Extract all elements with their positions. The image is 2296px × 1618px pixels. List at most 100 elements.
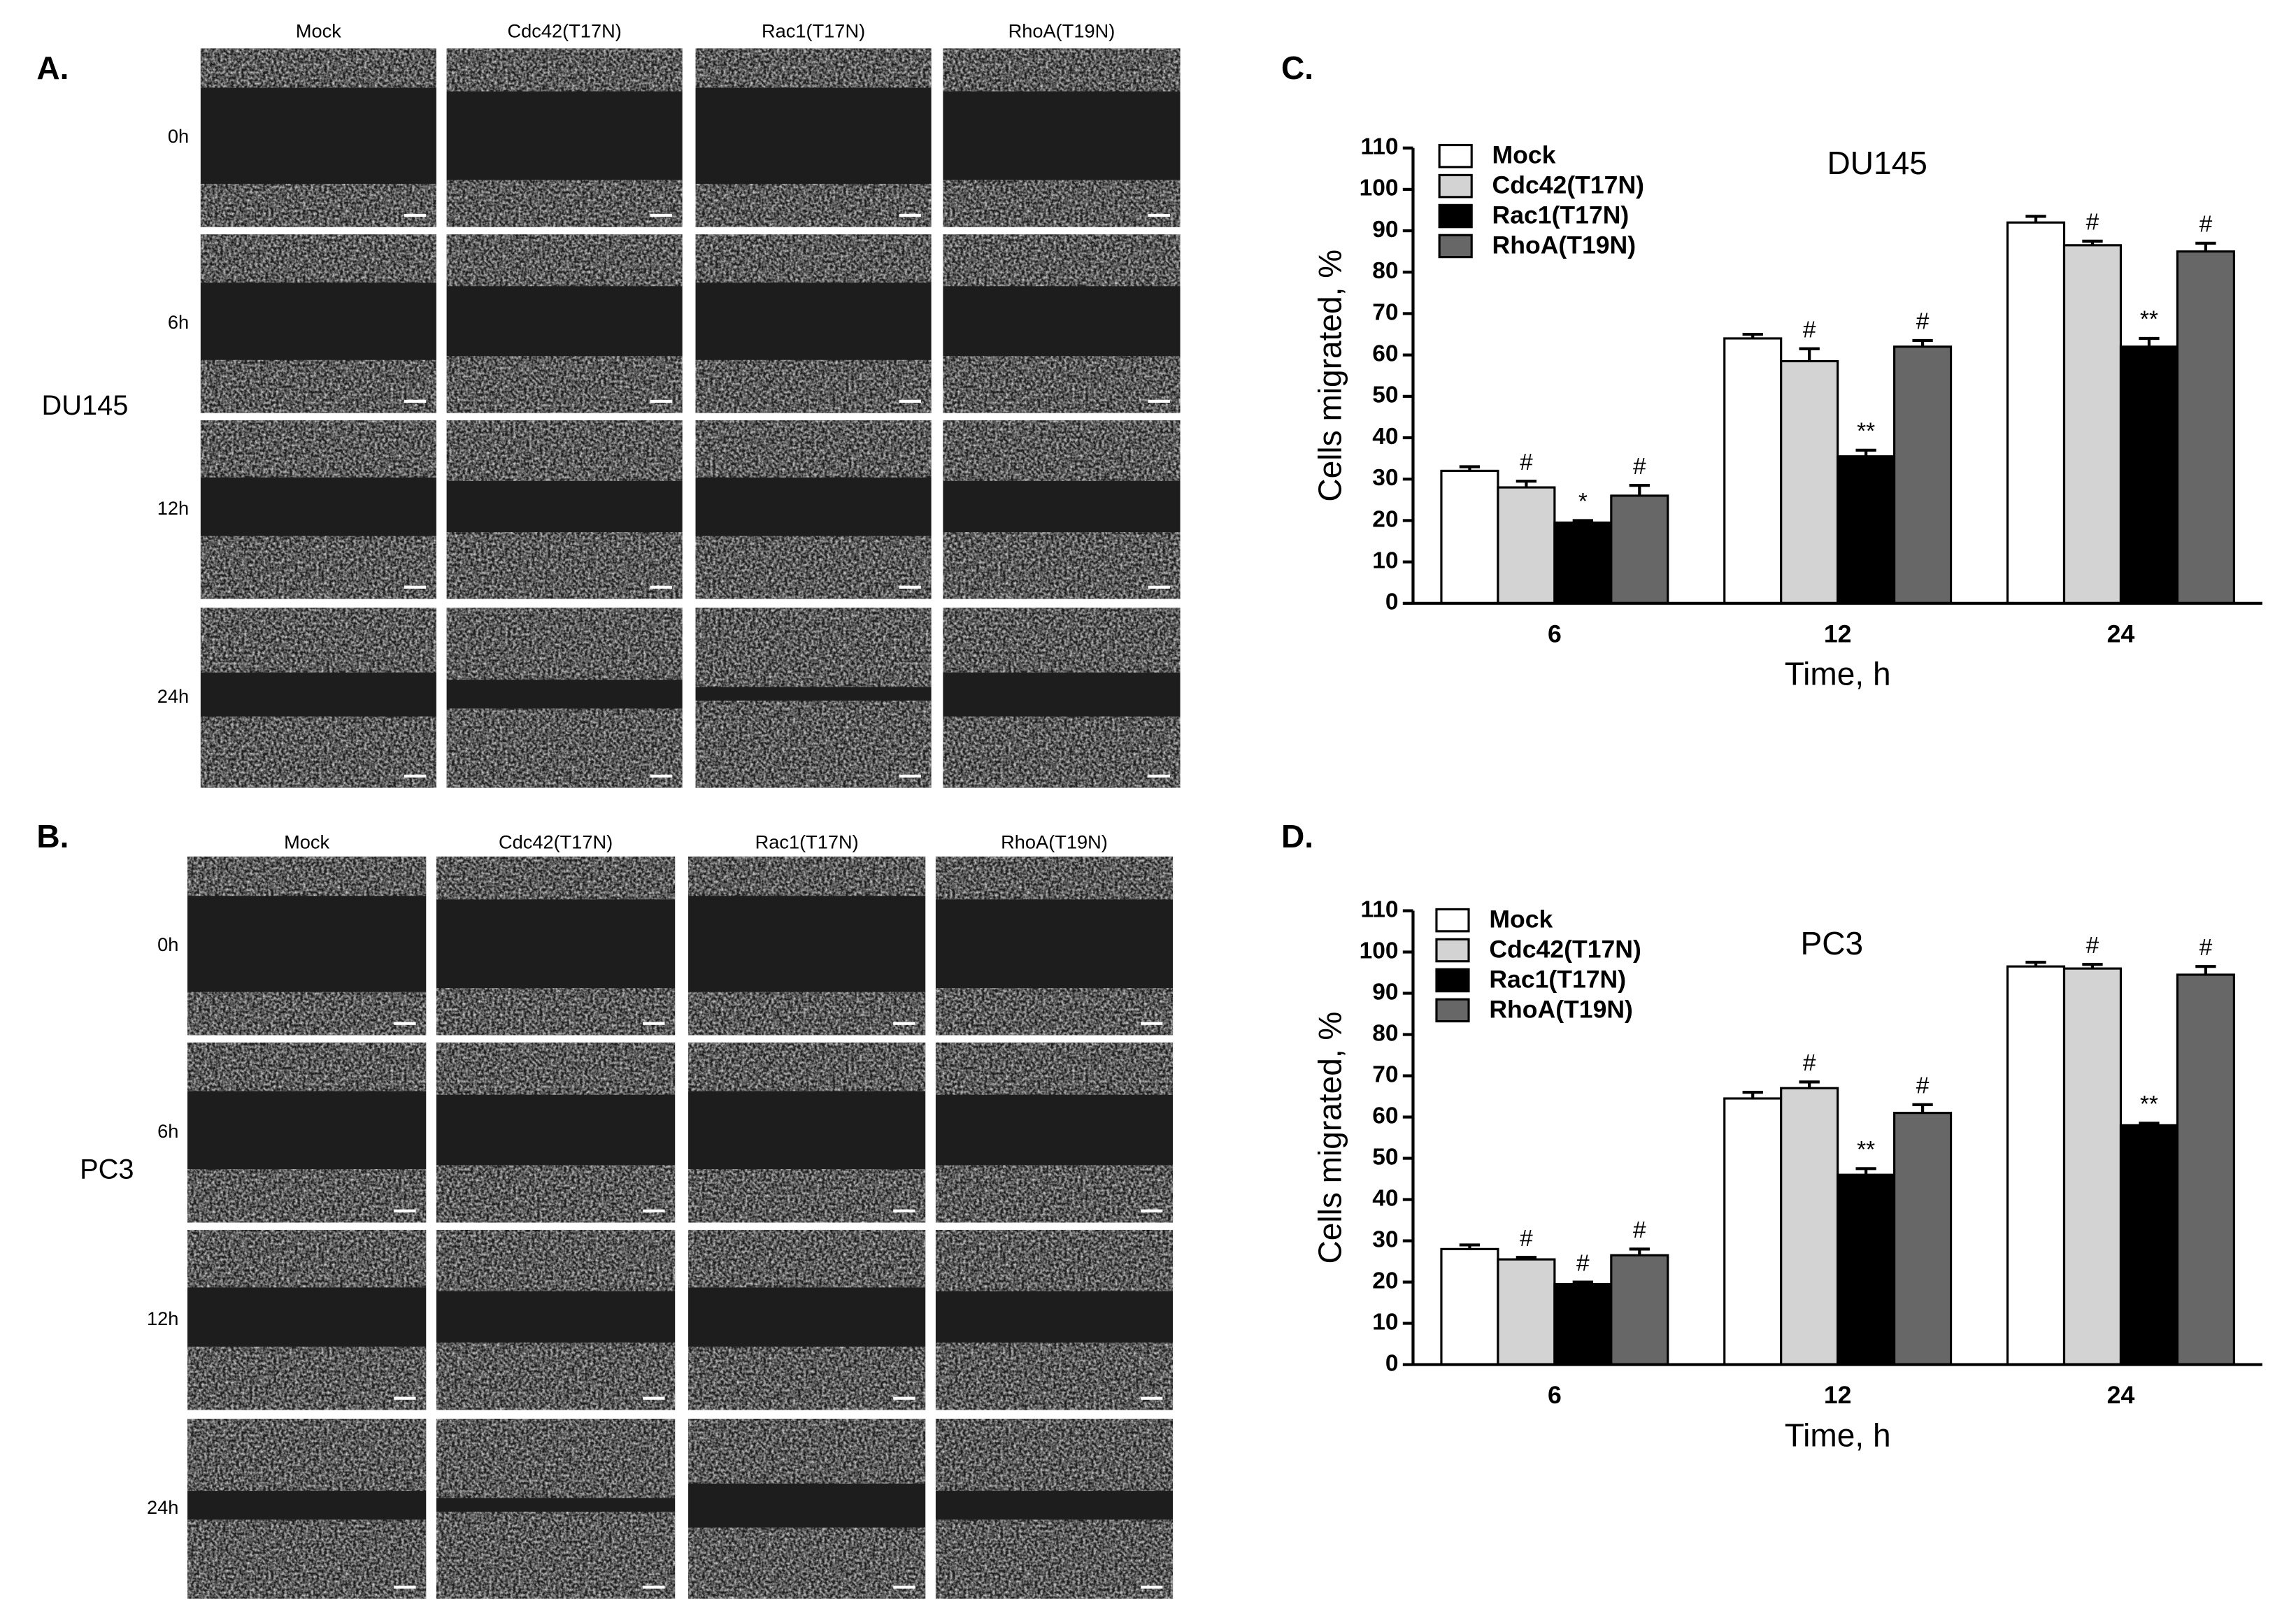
scale-bar bbox=[899, 585, 921, 589]
scale-bar bbox=[1148, 399, 1170, 403]
cell-layer bbox=[943, 356, 1181, 413]
error-bar bbox=[1912, 1103, 1933, 1113]
cell-layer bbox=[187, 1229, 427, 1288]
y-tick-label: 110 bbox=[1360, 896, 1398, 922]
cell-layer bbox=[935, 857, 1174, 900]
cell-layer bbox=[446, 532, 683, 599]
micrograph bbox=[436, 1042, 676, 1223]
row-label: 24h bbox=[147, 1496, 178, 1518]
micrograph bbox=[187, 1419, 427, 1599]
micrograph bbox=[688, 857, 926, 1036]
micrograph bbox=[935, 857, 1174, 1036]
error-bar bbox=[1572, 1280, 1593, 1284]
cell-layer bbox=[943, 48, 1181, 92]
column-header: Mock bbox=[296, 20, 341, 41]
bar bbox=[1610, 1254, 1669, 1366]
cell-layer bbox=[446, 48, 683, 92]
cell-layer bbox=[688, 857, 926, 896]
cell-layer bbox=[695, 234, 932, 283]
cell-layer bbox=[935, 1165, 1174, 1223]
cell-layer bbox=[446, 708, 683, 788]
column-header: Mock bbox=[284, 831, 329, 852]
y-tick-label: 90 bbox=[1372, 979, 1398, 1005]
significance-mark: # bbox=[1916, 1073, 1930, 1099]
y-tick-label: 60 bbox=[1372, 341, 1398, 366]
error-bar bbox=[1629, 484, 1650, 496]
cell-line-label: PC3 bbox=[80, 1154, 134, 1185]
y-tick-label: 30 bbox=[1372, 1226, 1398, 1252]
micrograph bbox=[187, 857, 427, 1036]
error-bar bbox=[1629, 1247, 1650, 1256]
cell-layer bbox=[200, 48, 436, 88]
panel-label: A. bbox=[36, 50, 69, 86]
scale-bar bbox=[650, 774, 673, 778]
significance-mark: # bbox=[1633, 454, 1646, 480]
micrograph bbox=[446, 48, 683, 227]
panel-label: D. bbox=[1281, 818, 1313, 854]
error-bar bbox=[2025, 961, 2046, 967]
legend-label: Cdc42(T17N) bbox=[1492, 171, 1644, 199]
chart-title: PC3 bbox=[1800, 925, 1863, 961]
scale-bar bbox=[394, 1022, 416, 1025]
significance-mark: ** bbox=[1857, 1137, 1875, 1163]
column-header: Cdc42(T17N) bbox=[507, 20, 621, 41]
column-header: Rac1(T17N) bbox=[762, 20, 865, 41]
legend-swatch bbox=[1438, 173, 1473, 199]
row-label: 6h bbox=[168, 311, 189, 333]
error-bar bbox=[1459, 1243, 1481, 1250]
error-bar bbox=[1799, 1080, 1820, 1089]
column-header: Rac1(T17N) bbox=[755, 831, 859, 852]
significance-mark: # bbox=[2086, 933, 2099, 959]
micrograph bbox=[436, 1419, 676, 1599]
scale-bar bbox=[1148, 585, 1170, 589]
legend-label: RhoA(T19N) bbox=[1492, 231, 1637, 259]
cell-layer bbox=[695, 48, 932, 88]
row-label: 12h bbox=[147, 1308, 178, 1329]
bar bbox=[2006, 221, 2066, 605]
bar bbox=[1610, 494, 1669, 605]
micrograph bbox=[200, 48, 436, 227]
column-header: Cdc42(T17N) bbox=[499, 831, 613, 852]
error-bar bbox=[1855, 1167, 1876, 1175]
cell-layer bbox=[943, 420, 1181, 481]
error-bar bbox=[2139, 336, 2160, 347]
cell-layer bbox=[935, 1419, 1174, 1491]
column-header: RhoA(T19N) bbox=[1001, 831, 1108, 852]
y-tick-label: 30 bbox=[1372, 465, 1398, 491]
y-tick-label: 90 bbox=[1372, 217, 1398, 243]
bar bbox=[2006, 965, 2066, 1366]
cell-layer bbox=[187, 1346, 427, 1410]
cell-line-label: DU145 bbox=[42, 390, 129, 421]
x-axis-title: Time, h bbox=[1785, 1417, 1891, 1453]
cell-layer bbox=[695, 420, 932, 478]
scale-bar bbox=[404, 213, 427, 217]
cell-layer bbox=[436, 1229, 676, 1291]
cell-layer bbox=[446, 356, 683, 413]
scale-bar bbox=[893, 1209, 915, 1212]
micrograph bbox=[436, 857, 676, 1036]
y-axis-title: Cells migrated, % bbox=[1311, 250, 1348, 502]
legend-swatch bbox=[1435, 998, 1470, 1023]
legend-swatch bbox=[1435, 908, 1470, 933]
cell-layer bbox=[446, 420, 683, 481]
error-bar bbox=[1912, 338, 1933, 347]
micrograph bbox=[187, 1229, 427, 1410]
y-tick-label: 10 bbox=[1372, 547, 1398, 573]
micrograph bbox=[446, 234, 683, 413]
y-tick-label: 40 bbox=[1372, 424, 1398, 450]
micrograph bbox=[688, 1042, 926, 1223]
bar bbox=[1723, 1097, 1783, 1366]
cell-layer bbox=[187, 1419, 427, 1491]
significance-mark: * bbox=[1578, 489, 1588, 515]
row-label: 12h bbox=[157, 497, 189, 519]
bar bbox=[1497, 1258, 1556, 1366]
bar bbox=[2119, 345, 2179, 605]
cell-layer bbox=[200, 359, 436, 413]
scale-bar bbox=[899, 399, 921, 403]
cell-layer bbox=[688, 1527, 926, 1599]
error-bar bbox=[1799, 347, 1820, 361]
scale-bar bbox=[650, 585, 673, 589]
y-tick-label: 50 bbox=[1372, 1144, 1398, 1170]
micrograph bbox=[688, 1229, 926, 1410]
